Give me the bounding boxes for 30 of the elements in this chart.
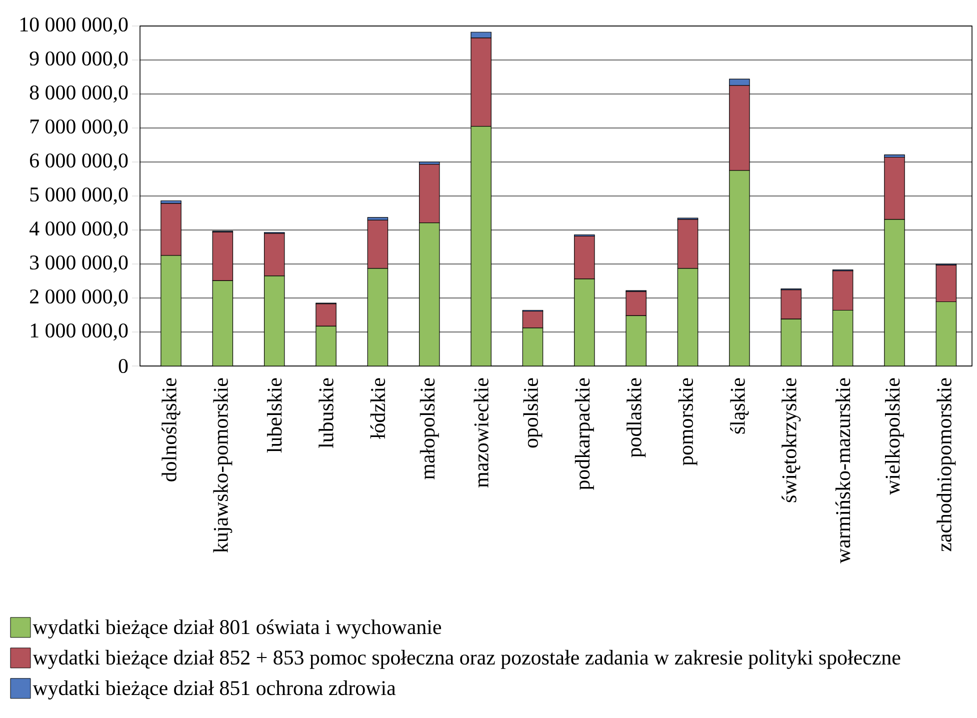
y-tick-label: 4 000 000,0 [30, 221, 128, 239]
x-tick-label: podlaskie [626, 378, 646, 458]
x-tick-label: lubuskie [318, 378, 334, 448]
y-tick-label: 2 000 000,0 [30, 289, 128, 307]
x-tick-label: zachodniopomorskie [936, 378, 956, 552]
x-tick-label: mazowieckie [474, 378, 488, 488]
y-tick-label: 0 [118, 358, 128, 374]
x-tick-label: podkarpackie [574, 378, 594, 490]
x-tick-label: warmińsko-mazurskie [835, 378, 850, 564]
legend-label: wydatki bieżące dział 801 oświata i wychowanie [32, 619, 442, 638]
x-tick-label: świętokrzyskie [782, 378, 801, 502]
x-tick-label: opolskie [523, 378, 542, 448]
x-tick-label: dolnośląskie [162, 378, 180, 482]
y-tick-label: 6 000 000,0 [30, 153, 128, 171]
y-tick-label: 5 000 000,0 [30, 187, 128, 205]
y-tick-label: 10 000 000,0 [20, 17, 128, 35]
legend-label: wydatki bieżące dział 852 + 853 pomoc społeczna oraz pozostałe zadania w zakresie polityki społeczne [32, 650, 900, 669]
x-tick-label: łódzkie [370, 378, 386, 439]
x-tick-label: kujawsko-pomorskie [213, 378, 232, 553]
x-tick-label: małopolskie [420, 378, 439, 480]
legend-label: wydatki bieżące dział 851 ochrona zdrowia [32, 680, 396, 700]
x-tick-label: pomorskie [678, 378, 698, 466]
y-tick-label: 7 000 000,0 [30, 119, 128, 137]
x-tick-label: wielkopolskie [885, 378, 904, 495]
x-tick-label: lubelskie [267, 378, 282, 453]
y-tick-label: 3 000 000,0 [30, 255, 128, 273]
y-tick-label: 9 000 000,0 [30, 51, 128, 69]
y-tick-label: 8 000 000,0 [30, 85, 128, 103]
y-tick-label: 1 000 000,0 [30, 323, 128, 341]
x-tick-label: śląskie [730, 378, 749, 434]
